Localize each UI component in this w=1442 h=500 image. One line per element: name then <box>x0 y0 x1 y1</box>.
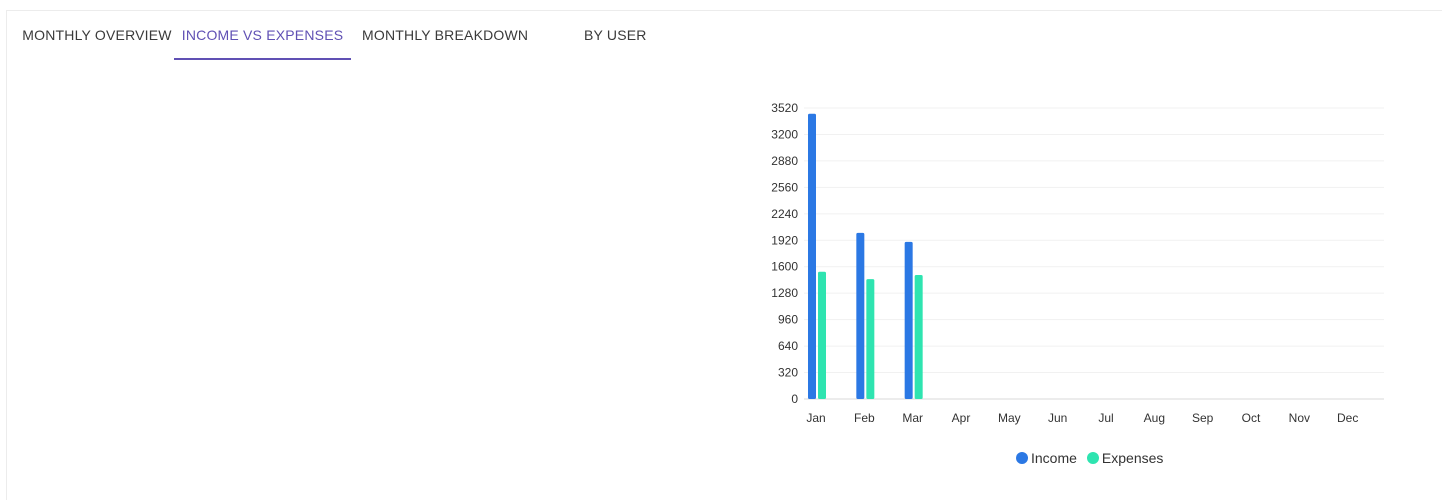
x-tick-label: Apr <box>952 411 971 425</box>
legend-income-label: Income <box>1031 450 1077 466</box>
active-tab-indicator <box>174 58 351 60</box>
y-tick-label: 640 <box>778 339 798 353</box>
legend-expenses-marker <box>1086 452 1099 464</box>
y-tick-label: 320 <box>778 366 798 380</box>
bar-expenses-mar[interactable] <box>914 274 923 399</box>
x-tick-label: Feb <box>854 411 875 425</box>
tab-monthly-breakdown[interactable]: MONTHLY BREAKDOWN <box>362 27 529 43</box>
y-tick-label: 960 <box>778 313 798 327</box>
x-tick-label: Aug <box>1144 411 1165 425</box>
y-tick-label: 2240 <box>771 207 798 221</box>
x-tick-label: Oct <box>1242 411 1261 425</box>
y-tick-label: 3200 <box>771 127 798 141</box>
legend-expenses-label: Expenses <box>1101 450 1164 466</box>
y-tick-label: 3520 <box>771 101 798 115</box>
tab-income-vs-expenses[interactable]: INCOME VS EXPENSES <box>181 27 344 43</box>
y-tick-label: 2560 <box>771 180 798 194</box>
y-tick-label: 2880 <box>771 154 798 168</box>
legend-income-marker <box>1016 452 1028 464</box>
bar-expenses-jan[interactable] <box>818 271 826 399</box>
x-tick-label: May <box>998 411 1021 425</box>
x-tick-label: Mar <box>902 411 923 425</box>
bar-income-mar[interactable] <box>904 241 913 399</box>
y-tick-label: 1280 <box>771 286 798 300</box>
legend-item-income[interactable]: Income <box>1016 450 1077 466</box>
y-tick-label: 1920 <box>771 233 798 247</box>
y-tick-label: 1600 <box>771 260 798 274</box>
x-tick-label: Dec <box>1337 411 1358 425</box>
tab-bar: MONTHLY OVERVIEW INCOME VS EXPENSES MONT… <box>7 11 1442 61</box>
bar-expenses-feb[interactable] <box>866 279 875 399</box>
bar-income-feb[interactable] <box>856 232 865 399</box>
chart-card: MONTHLY OVERVIEW INCOME VS EXPENSES MONT… <box>6 10 1442 500</box>
legend-item-expenses[interactable]: Expenses <box>1086 450 1164 466</box>
x-tick-label: Jul <box>1098 411 1113 425</box>
y-tick-label: 0 <box>791 392 798 406</box>
x-tick-label: Jan <box>806 411 825 425</box>
x-tick-label: Sep <box>1192 411 1214 425</box>
x-tick-label: Nov <box>1289 411 1310 425</box>
chart-legend: Income Expenses <box>1016 450 1163 466</box>
tab-monthly-overview[interactable]: MONTHLY OVERVIEW <box>22 27 172 43</box>
tab-by-user[interactable]: BY USER <box>584 27 647 43</box>
bar-income-jan[interactable] <box>808 113 816 400</box>
x-tick-label: Jun <box>1048 411 1067 425</box>
